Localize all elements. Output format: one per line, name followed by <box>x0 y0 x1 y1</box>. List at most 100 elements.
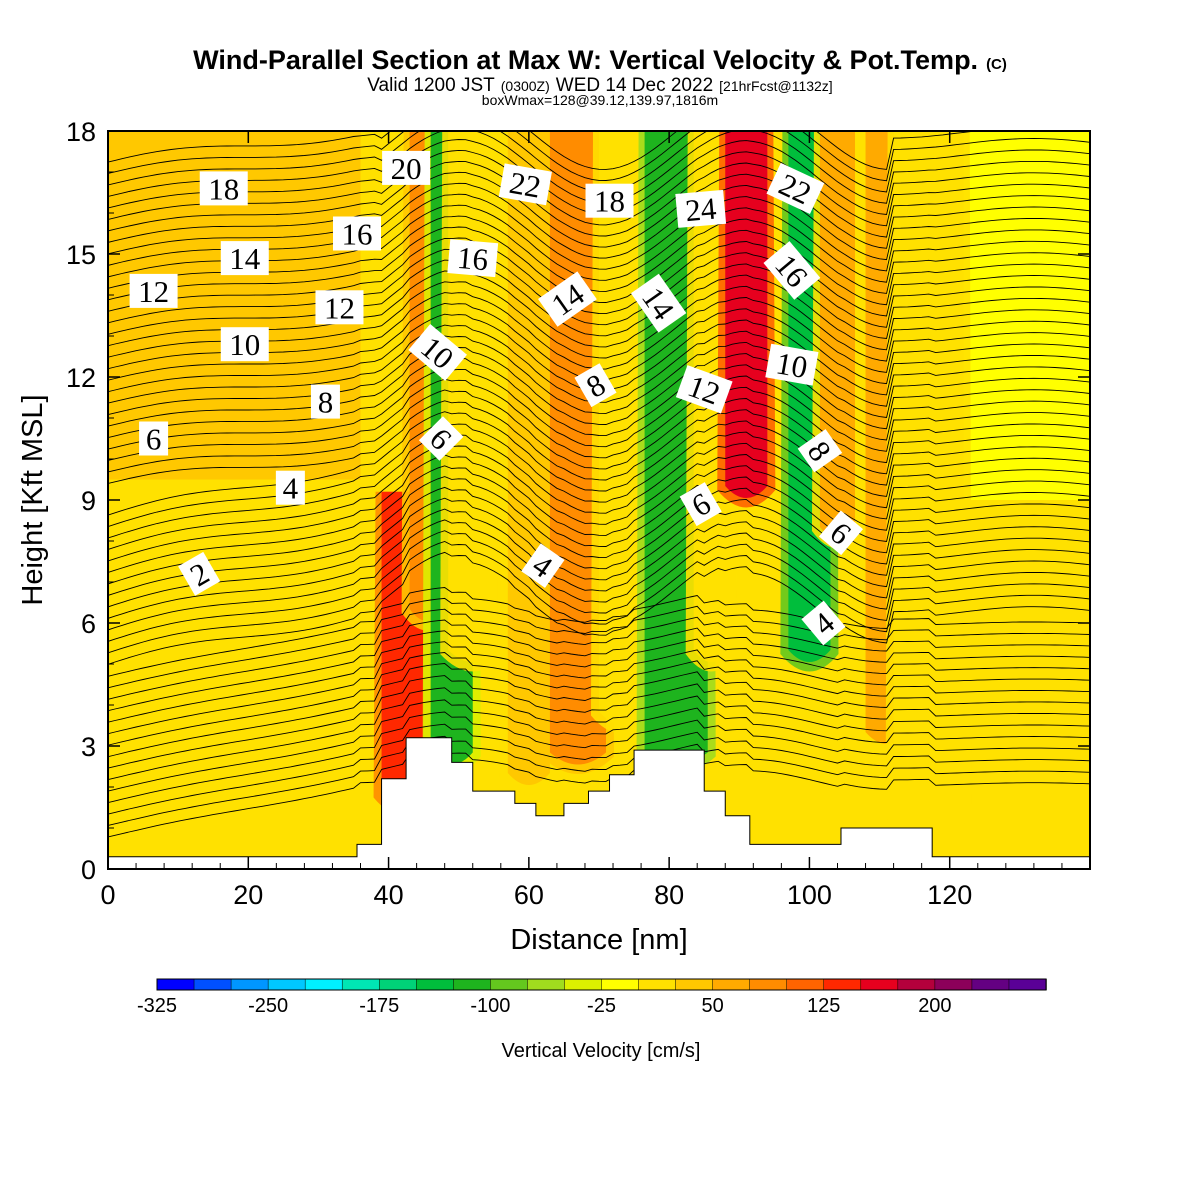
theta-contour <box>108 182 1090 261</box>
chart-valid-line: Valid 1200 JST (0300Z) WED 14 Dec 2022 [21h… <box>367 75 832 96</box>
contour-label-box <box>382 150 431 185</box>
y-tick-label: 0 <box>81 855 96 885</box>
contour-label-text: 16 <box>342 217 373 252</box>
theta-contour <box>108 400 1090 486</box>
colorbar-label: -100 <box>470 995 510 1017</box>
theta-contour <box>108 551 1090 665</box>
colorbar-frame <box>156 978 1047 991</box>
y-axis-title: Height [Kft MSL] <box>17 394 49 605</box>
theta-contour <box>108 367 1090 452</box>
contour-label-box <box>585 183 634 218</box>
colorbar-swatch <box>934 978 973 991</box>
theta-contour <box>108 465 1090 573</box>
theta-contour <box>108 389 1090 475</box>
theta-contour <box>108 608 1090 700</box>
contour-label-box <box>765 343 819 386</box>
y-tick-label: 12 <box>66 363 96 393</box>
contour-label-text: 20 <box>391 151 422 186</box>
colorbar-labels: -325 -250 -175 -100 -25 50 125 200 <box>137 995 952 1017</box>
theta-contour <box>108 519 1090 631</box>
theta-contour <box>108 335 1090 418</box>
x-tick-label: 40 <box>374 880 404 910</box>
velocity-band <box>725 131 768 498</box>
valid-date: WED 14 Dec 2022 <box>556 75 713 96</box>
theta-contour <box>108 530 1090 642</box>
theta-contour <box>108 747 1090 838</box>
colorbar: -325 -250 -175 -100 -25 50 125 200 Vertical Vel… <box>137 978 1047 1062</box>
contour-label-box <box>797 429 843 473</box>
contour-label-text: 22 <box>507 165 544 205</box>
contour-label-box <box>418 416 464 461</box>
tick-marks <box>107 130 1090 870</box>
chart-title-copyright: (C) <box>986 56 1007 73</box>
x-tick-label: 0 <box>100 880 115 910</box>
theta-contour <box>108 699 1090 792</box>
colorbar-label: -175 <box>359 995 399 1017</box>
x-tick-label: 80 <box>654 880 684 910</box>
contour-label: 16 <box>333 216 382 252</box>
colorbar-swatch <box>416 978 455 991</box>
colorbar-swatch <box>156 978 195 991</box>
contour-label-text: 10 <box>229 327 260 362</box>
contour-label-box <box>763 241 821 300</box>
theta-contour <box>108 432 1090 539</box>
contour-label-box <box>447 239 499 278</box>
contour-label-text: 16 <box>456 240 490 278</box>
colorbar-swatch <box>823 978 862 991</box>
colorbar-swatch <box>1008 978 1047 991</box>
contour-label-text: 12 <box>324 290 355 325</box>
colorbar-swatches <box>156 978 1047 991</box>
colorbar-label: 200 <box>918 995 951 1017</box>
theta-contour <box>108 193 1090 272</box>
theta-contour <box>108 248 1090 328</box>
contour-label-text: 8 <box>318 385 334 420</box>
velocity-band <box>893 131 964 826</box>
contour-label-box <box>801 600 846 646</box>
colorbar-label: 50 <box>702 995 724 1017</box>
chart-boxinfo: boxWmax=128@39.12,139.97,1816m <box>482 92 718 108</box>
theta-contour <box>108 357 1090 441</box>
theta-contour <box>108 281 1090 362</box>
contour-label-box <box>630 273 687 333</box>
colorbar-swatch <box>230 978 269 991</box>
theta-contour <box>108 226 1090 306</box>
contour-label: 4 <box>521 543 565 588</box>
theta-contour <box>108 508 1090 619</box>
contour-label: 10 <box>220 327 269 362</box>
contour-label-box <box>521 543 565 588</box>
theta-contour <box>108 687 1090 781</box>
theta-contour <box>108 422 1090 528</box>
contour-label-text: 14 <box>229 241 261 276</box>
colorbar-swatch <box>712 978 751 991</box>
contour-label: 12 <box>315 290 364 325</box>
colorbar-label: 125 <box>807 995 840 1017</box>
y-axis-ticks: 0 3 6 9 12 15 18 <box>66 117 96 885</box>
contour-label: 20 <box>382 150 431 186</box>
theta-contour <box>108 411 1090 516</box>
contour-label-box <box>408 323 467 381</box>
contour-label: 6 <box>679 482 722 527</box>
theta-contour <box>108 259 1090 339</box>
theta-contour <box>108 378 1090 464</box>
contour-label-box <box>498 163 552 206</box>
contour-label-box <box>538 271 597 327</box>
contour-label: 4 <box>275 470 305 506</box>
contour-label-text: 4 <box>283 471 299 506</box>
y-tick-label: 3 <box>81 732 96 762</box>
theta-contour <box>108 215 1090 294</box>
colorbar-swatch <box>860 978 899 991</box>
theta-contour <box>108 171 1090 249</box>
contour-label-text: 6 <box>146 422 162 457</box>
chart-title-main: Wind-Parallel Section at Max W: Vertical… <box>193 45 978 75</box>
theta-contour <box>108 270 1090 351</box>
contour-label-box <box>679 482 722 527</box>
terrain <box>107 737 1091 870</box>
contour-label-text: 18 <box>208 171 239 206</box>
chart-title-block: Wind-Parallel Section at Max W: Vertical… <box>193 45 1007 108</box>
colorbar-swatch <box>675 978 714 991</box>
contour-label-text: 12 <box>138 274 169 309</box>
theta-contour <box>108 237 1090 317</box>
x-tick-label: 60 <box>514 880 544 910</box>
